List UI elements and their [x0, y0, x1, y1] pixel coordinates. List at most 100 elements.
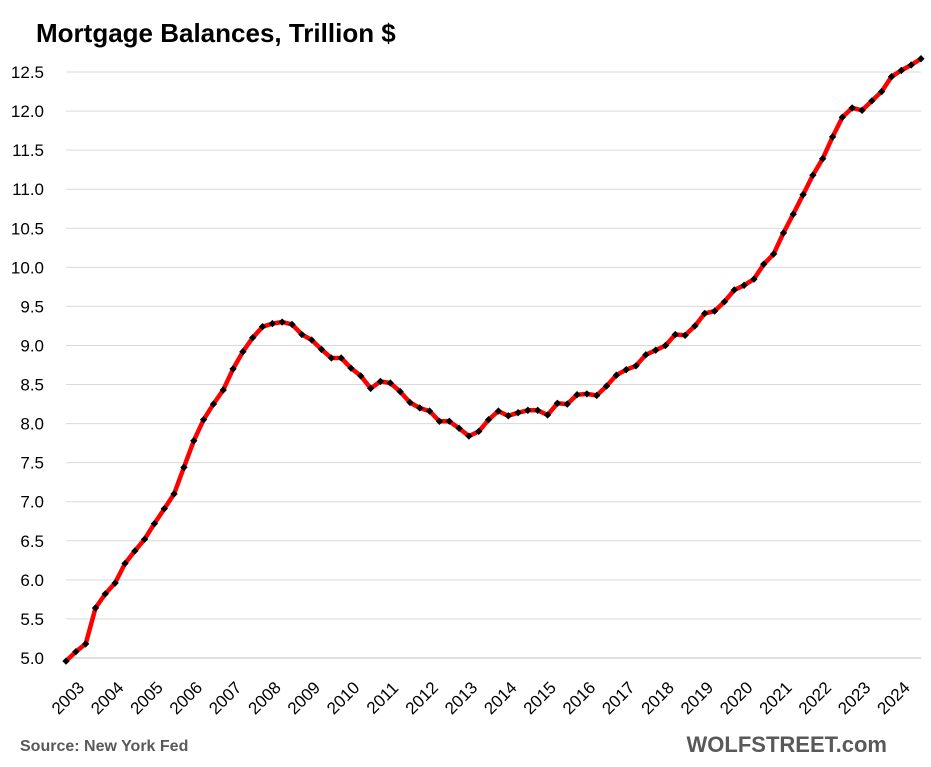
- data-point-56: [612, 371, 621, 379]
- data-point-59: [642, 351, 650, 359]
- data-point-54: [593, 391, 601, 400]
- data-point-29: [347, 364, 355, 372]
- y-tick-7.5: 7.5: [20, 454, 44, 473]
- data-point-36: [416, 404, 424, 412]
- x-tick-2008: 2008: [245, 678, 285, 718]
- y-tick-9.5: 9.5: [20, 297, 44, 316]
- data-point-31: [366, 384, 375, 393]
- data-point-37: [425, 407, 434, 415]
- y-tick-6.0: 6.0: [20, 571, 44, 590]
- data-point-28: [337, 354, 345, 362]
- data-point-62: [671, 330, 679, 339]
- data-point-63: [681, 331, 689, 340]
- data-point-22: [278, 318, 286, 326]
- y-tick-10.0: 10.0: [11, 258, 44, 277]
- data-point-13: [190, 437, 198, 445]
- x-tick-2012: 2012: [402, 678, 442, 718]
- data-point-82: [868, 97, 876, 105]
- gridlines: [66, 71, 921, 620]
- source-note: Source: New York Fed: [20, 738, 188, 755]
- y-tick-9.0: 9.0: [20, 336, 44, 355]
- data-point-71: [760, 260, 768, 268]
- data-point-10: [160, 505, 168, 513]
- x-tick-2024: 2024: [874, 678, 914, 718]
- data-point-34: [396, 387, 404, 396]
- data-point-6: [121, 559, 129, 568]
- data-point-44: [494, 407, 503, 415]
- data-point-21: [268, 319, 277, 328]
- data-point-48: [534, 406, 542, 415]
- x-tick-2011: 2011: [363, 678, 402, 717]
- x-tick-2007: 2007: [205, 678, 245, 718]
- data-point-17: [229, 365, 237, 373]
- x-tick-2004: 2004: [87, 678, 127, 718]
- y-tick-11.5: 11.5: [12, 141, 44, 160]
- data-point-65: [701, 309, 709, 318]
- data-point-80: [848, 104, 856, 112]
- data-point-43: [484, 416, 493, 424]
- y-tick-7.0: 7.0: [20, 493, 44, 512]
- mortgage-balance-line: [63, 56, 924, 664]
- y-tick-8.0: 8.0: [20, 415, 44, 434]
- data-point-52: [573, 391, 581, 399]
- y-tick-12.0: 12.0: [11, 102, 44, 121]
- y-tick-5.0: 5.0: [20, 649, 44, 668]
- x-tick-2015: 2015: [520, 678, 560, 718]
- data-point-24: [298, 330, 306, 339]
- y-tick-8.5: 8.5: [20, 376, 44, 395]
- data-point-66: [710, 307, 719, 315]
- y-tick-6.5: 6.5: [20, 532, 44, 551]
- x-tick-2006: 2006: [166, 678, 206, 718]
- x-tick-2020: 2020: [716, 678, 756, 718]
- data-point-87: [917, 55, 925, 63]
- data-point-50: [553, 399, 562, 407]
- data-point-73: [779, 229, 788, 237]
- data-point-27: [327, 354, 336, 362]
- data-point-64: [691, 322, 699, 330]
- data-point-46: [514, 408, 522, 417]
- data-point-32: [376, 377, 385, 386]
- data-point-69: [740, 281, 748, 289]
- x-tick-2022: 2022: [795, 678, 835, 718]
- data-point-78: [828, 133, 837, 141]
- data-point-42: [475, 427, 483, 436]
- data-point-35: [406, 398, 414, 407]
- x-tick-2013: 2013: [441, 678, 481, 718]
- data-point-86: [907, 61, 915, 69]
- data-point-30: [357, 372, 365, 380]
- data-point-47: [524, 406, 532, 414]
- data-point-9: [150, 519, 159, 528]
- data-point-51: [563, 400, 571, 408]
- data-point-18: [239, 348, 247, 356]
- data-point-2: [81, 640, 90, 648]
- data-point-58: [632, 362, 640, 370]
- data-point-41: [465, 432, 473, 440]
- data-point-33: [386, 379, 395, 387]
- data-point-39: [445, 417, 453, 425]
- data-point-40: [455, 424, 463, 432]
- x-tick-2017: 2017: [598, 678, 638, 718]
- data-point-61: [661, 341, 670, 350]
- chart-title: Mortgage Balances, Trillion $: [36, 18, 396, 48]
- y-axis-tick-labels: 5.0 5.5 6.0 6.5 7.0 7.5 8.0 8.5 9.0 9.5 10.0 10.5 11…: [11, 63, 44, 668]
- brand-label: WOLFSTREET.com: [687, 732, 887, 757]
- x-tick-2005: 2005: [127, 678, 167, 718]
- x-tick-2018: 2018: [638, 678, 678, 718]
- x-tick-2021: 2021: [756, 678, 796, 718]
- x-axis-tick-labels: 2003 2004 2005 2006 2007 2008 2009 2010 2011 2012…: [48, 678, 914, 718]
- x-tick-2003: 2003: [48, 678, 88, 718]
- x-tick-2016: 2016: [559, 678, 599, 718]
- data-point-53: [583, 390, 591, 398]
- data-point-57: [622, 365, 630, 374]
- data-point-16: [219, 386, 227, 394]
- data-point-12: [180, 463, 188, 472]
- x-tick-2019: 2019: [677, 678, 717, 718]
- y-tick-5.5: 5.5: [20, 610, 44, 629]
- y-tick-12.5: 12.5: [11, 63, 44, 82]
- data-point-markers: [62, 55, 925, 665]
- x-tick-2023: 2023: [834, 678, 874, 718]
- data-point-14: [199, 416, 208, 424]
- x-tick-2009: 2009: [284, 678, 324, 718]
- data-point-23: [288, 320, 296, 329]
- y-tick-10.5: 10.5: [11, 219, 44, 238]
